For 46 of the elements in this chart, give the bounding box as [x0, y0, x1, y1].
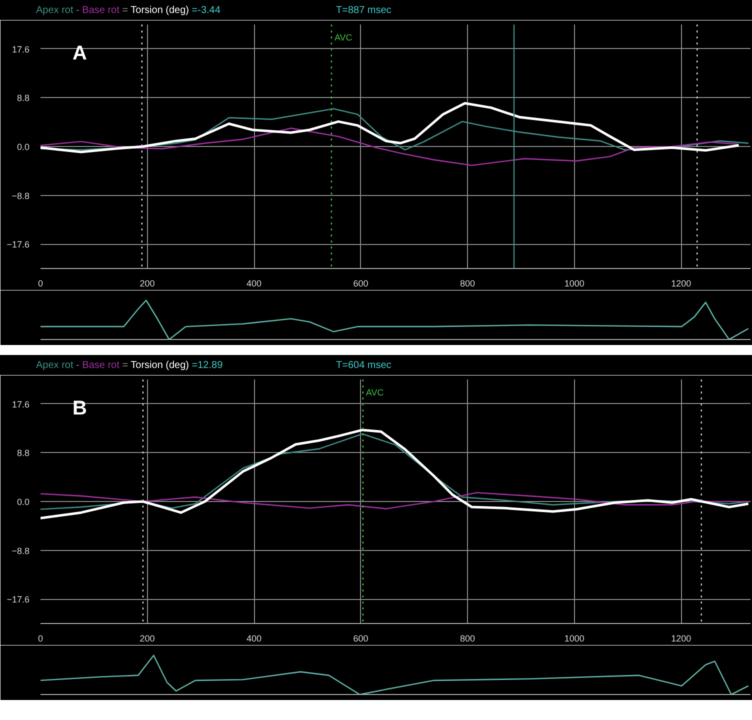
- y-tick-label: −8.8: [12, 546, 30, 556]
- text: Apex rot: [36, 5, 74, 16]
- text: =: [122, 360, 128, 371]
- line-series: [40, 428, 750, 520]
- line-series: [40, 128, 740, 166]
- text: T=604 msec: [336, 359, 392, 373]
- text: Torsion (deg): [130, 360, 189, 371]
- x-tick-label: 0: [38, 634, 44, 644]
- y-tick-label: −17.6: [6, 240, 30, 250]
- x-tick-label: 200: [140, 278, 155, 288]
- y-tick-label: 0.0: [16, 497, 30, 507]
- line-series: [40, 102, 740, 154]
- x-tick-label: 400: [246, 634, 262, 644]
- x-tick-label: 400: [246, 278, 262, 288]
- text: Base rot: [82, 5, 120, 16]
- y-tick-label: 17.6: [12, 399, 30, 410]
- x-tick-label: 1200: [671, 278, 692, 288]
- text: -: [76, 5, 80, 16]
- x-tick-label: 1200: [671, 634, 692, 644]
- y-tick-label: 0.0: [16, 142, 30, 152]
- text: =-3.44: [192, 5, 220, 16]
- text: Torsion (deg): [130, 5, 189, 16]
- y-tick-label: −8.8: [12, 190, 30, 201]
- y-tick-label: 17.6: [12, 44, 30, 54]
- text: =: [122, 5, 128, 16]
- x-tick-label: 0: [38, 278, 44, 288]
- x-tick-label: 1000: [564, 634, 584, 644]
- y-tick-label: 8.8: [16, 93, 30, 104]
- x-tick-label: 800: [460, 634, 476, 644]
- annotation: A: [72, 42, 87, 64]
- text: -: [76, 360, 80, 371]
- x-tick-label: 600: [353, 278, 368, 288]
- y-tick-label: 8.8: [16, 448, 30, 458]
- text: T=887 msec: [336, 4, 392, 18]
- text: =12.89: [192, 360, 223, 371]
- line-series: [40, 492, 750, 510]
- x-tick-label: 600: [353, 634, 368, 644]
- text: Base rot: [82, 360, 120, 371]
- text: Apex rot: [36, 360, 74, 371]
- ref-line-label: AVC: [366, 388, 384, 398]
- x-tick-label: 200: [140, 634, 155, 644]
- ref-line-label: AVC: [334, 32, 353, 42]
- annotation: B: [72, 398, 87, 420]
- y-tick-label: −17.6: [6, 594, 30, 605]
- x-tick-label: 1000: [564, 278, 584, 288]
- x-tick-label: 800: [460, 278, 476, 288]
